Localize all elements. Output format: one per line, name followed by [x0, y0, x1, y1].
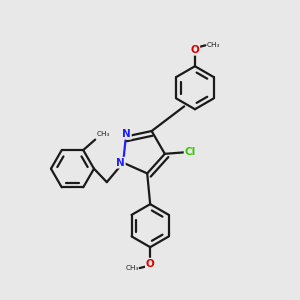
- Text: CH₃: CH₃: [207, 42, 220, 48]
- Text: CH₃: CH₃: [125, 265, 139, 271]
- Text: O: O: [146, 259, 154, 269]
- Text: N: N: [116, 158, 125, 168]
- Text: N: N: [122, 129, 131, 139]
- Text: Cl: Cl: [184, 147, 196, 157]
- Text: CH₃: CH₃: [96, 131, 110, 137]
- Text: O: O: [190, 45, 199, 55]
